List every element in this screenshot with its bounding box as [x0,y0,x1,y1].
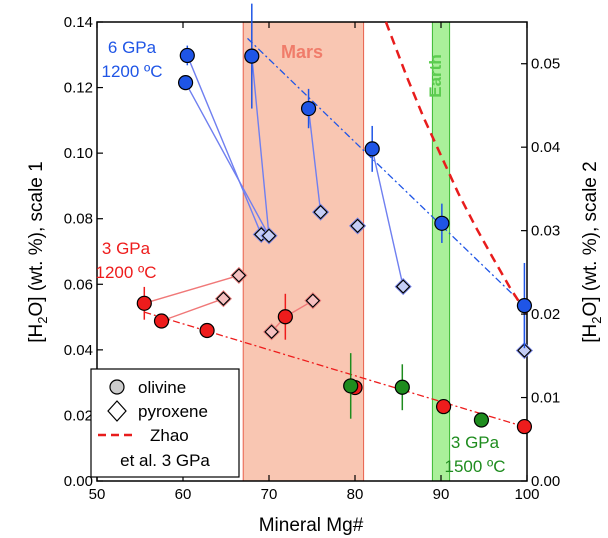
olivine-point [244,48,260,64]
olivine-point [300,100,317,117]
y-left-sub: 2 [35,316,50,323]
x-tick-label: 90 [433,486,450,503]
y-left-tick-label: 0.00 [64,473,93,490]
y-right-tick-label: 0.00 [531,473,560,490]
reference-bands [242,21,451,482]
earth-label: Earth [426,54,445,97]
olivine-point [199,322,215,339]
annotation-3gpa-1200: 3 GPa [102,239,151,258]
y-left-pre: [H [26,324,47,343]
pair-connector [144,274,240,304]
y-right-tick-label: 0.05 [531,56,560,73]
pyroxene-point [305,293,321,309]
pyroxene-point [216,291,231,307]
pyroxene-point [264,324,279,340]
y-right-pre: [H [580,324,601,343]
x-tick-label: 50 [89,486,106,503]
mars-label: Mars [281,42,323,62]
pair-connector [184,82,270,237]
olivine-point [516,418,533,435]
pyroxene-point [517,343,532,358]
pyroxene-point [395,279,411,294]
legend-pyroxene-marker [107,400,127,422]
olivine-point [364,141,380,157]
pyroxene-point [350,218,365,234]
legend-olivine-marker [109,379,125,395]
olivine-point [153,313,170,329]
pair-connector [186,55,262,235]
olivine-point [516,297,533,314]
annotation-3gpa-1500-temp: 1500 ºC [444,457,505,476]
legend: olivine pyroxene Zhao et al. 3 GPa [90,368,240,478]
axis-ticks: 50 60 70 80 90 1000.000.020.040.060.080.100.1… [64,14,560,503]
olivine-point [179,47,195,64]
y-left-tick-label: 0.14 [64,14,93,31]
legend-zhao-label-2: et al. 3 GPa [120,451,210,470]
pyroxene-point [313,204,328,220]
y-left-tick-label: 0.12 [64,80,93,97]
x-tick-label: 100 [514,486,539,503]
legend-olivine-label: olivine [138,378,186,397]
y-left-tick-label: 0.10 [64,145,93,162]
y-left-post: O] (wt. %), scale 1 [26,161,47,316]
x-tick-label: 80 [347,486,364,503]
olivine-point [435,398,452,415]
olivine-point [434,215,450,231]
y-right-tick-label: 0.04 [531,139,560,156]
plot-frame [96,21,528,482]
x-tick-label: 70 [261,486,278,503]
olivine-point [394,379,410,395]
pyroxene-point [231,268,247,283]
annotation-3gpa-1500: 3 GPa [451,433,500,452]
y-left-tick-label: 0.04 [64,342,93,359]
pair-connector [161,298,224,322]
olivine-point [473,412,490,428]
pair-connector [371,148,404,287]
x-axis-title: Mineral Mg# [259,515,364,536]
pyroxene-point [261,228,277,244]
data-markers [136,3,533,435]
y-axis-title-left: [H2O] (wt. %), scale 1 [26,161,50,342]
y-right-tick-label: 0.01 [531,390,560,407]
annotation-6gpa: 6 GPa [108,38,157,57]
plot-border [96,21,528,482]
y-left-tick-label: 0.08 [64,211,93,228]
olivine-point [343,378,359,394]
y-left-tick-label: 0.06 [64,276,93,293]
y-right-tick-label: 0.03 [531,223,560,240]
olivine-point [277,309,293,325]
trend-line-0 [247,37,525,307]
zhao-curve [384,21,529,315]
y-left-tick-label: 0.02 [64,407,93,424]
legend-pyroxene-label: pyroxene [138,402,208,421]
y-right-sub: 2 [589,316,604,323]
annotation-3gpa-1200-temp: 1200 ºC [95,263,156,282]
olivine-point [136,295,152,311]
x-tick-label: 60 [175,486,192,503]
pair-connector [307,108,322,213]
pair-connector [251,56,270,236]
olivine-point [177,75,194,91]
y-right-tick-label: 0.02 [531,306,560,323]
band-mars [242,21,365,482]
y-axis-title-right: [H2O] (wt. %), scale 2 [580,161,604,342]
legend-zhao-label-1: Zhao [150,426,189,445]
annotation-6gpa-temp: 1200 ºC [101,62,162,81]
y-right-post: O] (wt. %), scale 2 [580,161,601,316]
